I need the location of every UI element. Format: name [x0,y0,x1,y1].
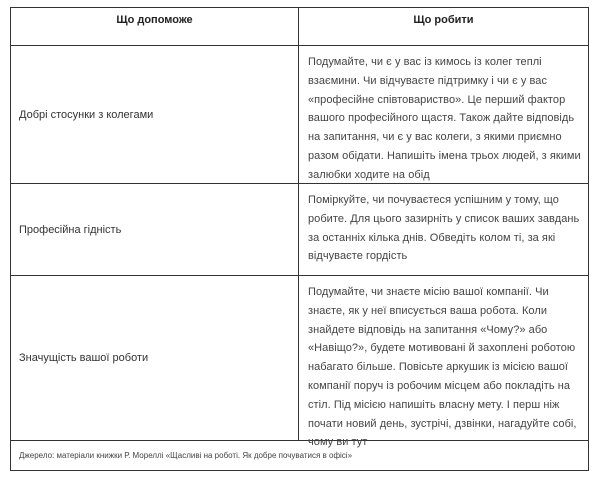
row-divider [11,440,588,441]
column-divider [298,8,299,440]
row-divider [11,183,588,184]
factor-cell: Значущість вашої роботи [19,276,289,440]
table: Що допоможе Що робити Добрі стосунки з к… [10,7,589,471]
header-what-to-do: Що робити [413,14,474,26]
factor-cell: Професійна гідність [19,184,289,275]
action-cell: Поміркуйте, чи почуваєтеся успішним у то… [308,194,580,263]
header-what-helps: Що допоможе [116,14,193,26]
factor-cell: Добрі стосунки з колегами [19,46,289,183]
row-divider [11,45,588,46]
factor-text: Значущість вашої роботи [19,352,149,364]
factor-text: Добрі стосунки з колегами [19,108,154,121]
action-cell: Подумайте, чи знаєте місію вашої компані… [308,286,577,449]
action-cell: Подумайте, чи є у вас із кимось із колег… [308,56,581,181]
factor-text: Професійна гідність [19,223,122,236]
source-note: Джерело: матеріали книжки Р. Мореллі «Ща… [19,451,353,460]
row-divider [11,275,588,276]
